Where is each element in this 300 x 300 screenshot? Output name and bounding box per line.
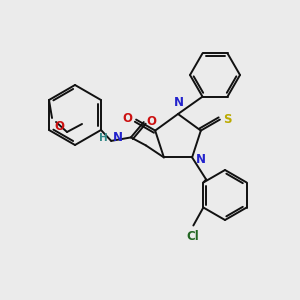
Text: O: O bbox=[54, 120, 64, 133]
Text: N: N bbox=[196, 153, 206, 166]
Text: N: N bbox=[174, 96, 184, 109]
Text: O: O bbox=[147, 115, 157, 128]
Text: O: O bbox=[122, 112, 132, 125]
Text: H: H bbox=[99, 133, 108, 143]
Text: Cl: Cl bbox=[186, 230, 199, 242]
Text: S: S bbox=[223, 113, 231, 126]
Text: N: N bbox=[113, 131, 123, 144]
